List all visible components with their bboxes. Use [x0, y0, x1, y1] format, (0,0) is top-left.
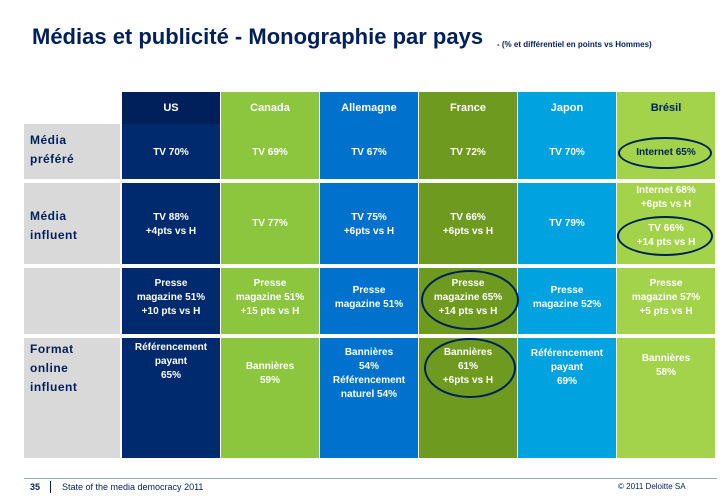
highlight-oval	[618, 137, 712, 169]
cell-canada-online: Bannières 59%	[245, 361, 295, 386]
footer-source: State of the media democracy 2011	[62, 482, 204, 492]
cell-canada-presse: Presse magazine 51% +15 pts vs H	[235, 278, 305, 317]
cell-us-media-prefere: TV 70%	[153, 147, 189, 158]
row-label-media-prefere: Média préféré	[30, 133, 75, 166]
cell-allemagne-media-prefere: TV 67%	[351, 147, 387, 158]
page-subtitle: - (% et différentiel en points vs Hommes…	[497, 40, 652, 49]
header-canada: Canada	[221, 92, 319, 124]
highlight-oval	[421, 270, 519, 330]
cell-us-presse: Presse magazine 51% +10 pts vs H	[136, 278, 206, 317]
cell-japon-presse: Presse magazine 52%	[532, 285, 602, 310]
cell-japon-media-prefere: TV 70%	[549, 147, 585, 158]
row-label-band	[24, 268, 120, 334]
cell-allemagne-presse: Presse magazine 51%	[334, 285, 404, 310]
row-divider	[24, 264, 717, 268]
page-number: 35	[30, 482, 41, 492]
page-title: Médias et publicité - Monographie par pa…	[32, 24, 484, 49]
cell-us-online: Référencement payant 65%	[134, 342, 208, 381]
row-label-band	[24, 124, 120, 179]
cell-france-media-prefere: TV 72%	[450, 147, 486, 158]
cell-us-media-influent: TV 88% +4pts vs H	[145, 212, 197, 237]
row-label-media-influent: Média influent	[30, 209, 78, 242]
cell-bresil-presse: Presse magazine 57% +5 pts vs H	[631, 278, 701, 317]
row-divider	[24, 334, 717, 338]
header-allemagne: Allemagne	[320, 92, 418, 124]
header-japon: Japon	[518, 92, 616, 124]
header-us: US	[122, 92, 220, 124]
row-label-format-online: Format online influent	[30, 342, 78, 394]
cell-bresil-internet: Internet 68% +6pts vs H	[636, 185, 696, 210]
cell-allemagne-media-influent: TV 75% +6pts vs H	[343, 212, 395, 237]
footer-copyright: © 2011 Deloitte SA	[618, 482, 686, 491]
cell-canada-media-influent: TV 77%	[252, 218, 288, 229]
cell-allemagne-online: Bannières 54% Référencement naturel 54%	[332, 347, 406, 400]
cell-france-media-influent: TV 66% +6pts vs H	[442, 212, 494, 237]
row-label-band	[24, 183, 120, 264]
footer-divider	[24, 478, 717, 479]
header-france: France	[419, 92, 517, 124]
highlight-oval	[617, 216, 713, 256]
cell-japon-online: Référencement payant 69%	[530, 348, 604, 387]
header-bresil: Brésil	[617, 92, 715, 124]
footer-separator	[50, 481, 51, 493]
row-label-band	[24, 338, 120, 458]
cell-bresil-online: Bannières 58%	[641, 353, 691, 378]
highlight-oval	[424, 338, 516, 398]
cell-canada-media-prefere: TV 69%	[252, 147, 288, 158]
cell-japon-media-influent: TV 79%	[549, 218, 585, 229]
row-divider	[24, 179, 717, 183]
